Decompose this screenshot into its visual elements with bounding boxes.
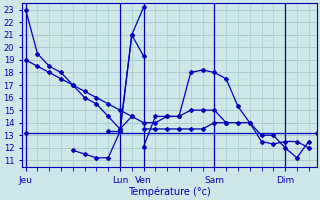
X-axis label: Température (°c): Température (°c) <box>128 186 211 197</box>
